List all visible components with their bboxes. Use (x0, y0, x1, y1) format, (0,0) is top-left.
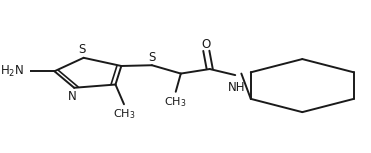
Text: NH: NH (228, 81, 246, 94)
Text: H$_2$N: H$_2$N (0, 64, 24, 79)
Text: O: O (202, 37, 211, 50)
Text: CH$_3$: CH$_3$ (164, 95, 187, 109)
Text: CH$_3$: CH$_3$ (113, 107, 135, 121)
Text: S: S (78, 43, 86, 56)
Text: N: N (68, 90, 77, 103)
Text: S: S (148, 51, 156, 64)
